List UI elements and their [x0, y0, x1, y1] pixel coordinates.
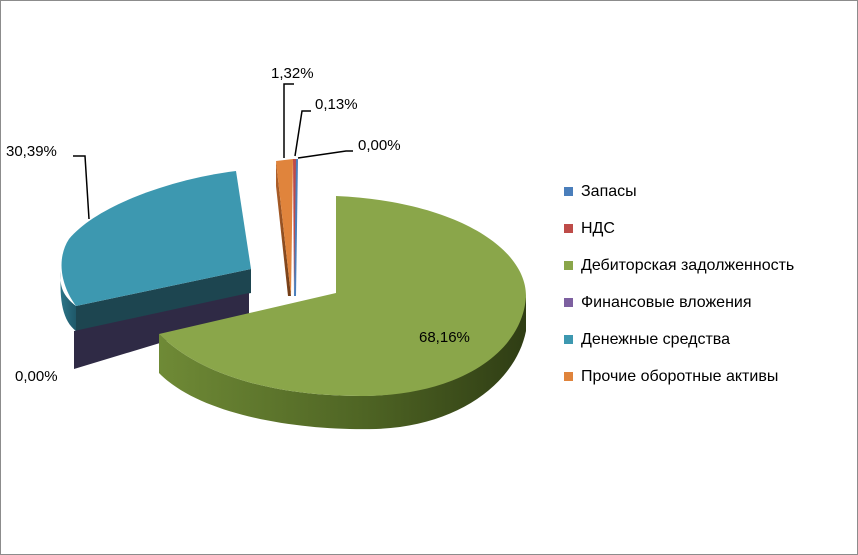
data-label-vat: 0,13%: [315, 96, 358, 113]
legend-label-cash: Денежные средства: [581, 330, 730, 348]
legend-swatch-other: [564, 372, 573, 381]
legend-swatch-vat: [564, 224, 573, 233]
slice-receivables: [159, 196, 526, 396]
legend-label-receivables: Дебиторская задолженность: [581, 256, 795, 274]
legend-swatch-investments: [564, 298, 573, 307]
leader-line-inventory: [297, 150, 353, 159]
slice-wall-cash: [76, 269, 251, 331]
data-label-inventory: 0,00%: [358, 137, 401, 154]
slice-side-receivables: [159, 296, 526, 430]
legend: Запасы НДС Дебиторская задолженность Фин…: [564, 173, 794, 395]
slice-other: [276, 159, 293, 296]
legend-item-investments: Финансовые вложения: [564, 284, 794, 321]
slice-wall-investments: [74, 293, 249, 369]
leader-line-other: [283, 83, 294, 158]
data-label-other: 1,32%: [271, 65, 314, 82]
legend-item-inventory: Запасы: [564, 173, 794, 210]
legend-swatch-receivables: [564, 261, 573, 270]
data-label-investments: 0,00%: [15, 368, 58, 385]
slice-group-cash: [60, 171, 252, 331]
leader-line-vat: [294, 110, 311, 157]
legend-swatch-inventory: [564, 187, 573, 196]
slice-group-other: [276, 159, 293, 296]
legend-label-other: Прочие оборотные активы: [581, 367, 779, 385]
slice-side-cash: [60, 271, 76, 331]
slice-group-receivables: [159, 196, 526, 430]
legend-label-vat: НДС: [581, 219, 615, 237]
legend-item-vat: НДС: [564, 210, 794, 247]
leader-line-cash: [73, 155, 90, 220]
data-label-receivables: 68,16%: [419, 329, 470, 346]
legend-swatch-cash: [564, 335, 573, 344]
slice-cash: [61, 171, 252, 306]
slice-inventory: [294, 158, 298, 297]
legend-label-inventory: Запасы: [581, 182, 637, 200]
legend-item-other: Прочие оборотные активы: [564, 358, 794, 395]
legend-item-cash: Денежные средства: [564, 321, 794, 358]
data-label-cash: 30,39%: [6, 143, 57, 160]
legend-label-investments: Финансовые вложения: [581, 293, 752, 311]
legend-item-receivables: Дебиторская задолженность: [564, 247, 794, 284]
